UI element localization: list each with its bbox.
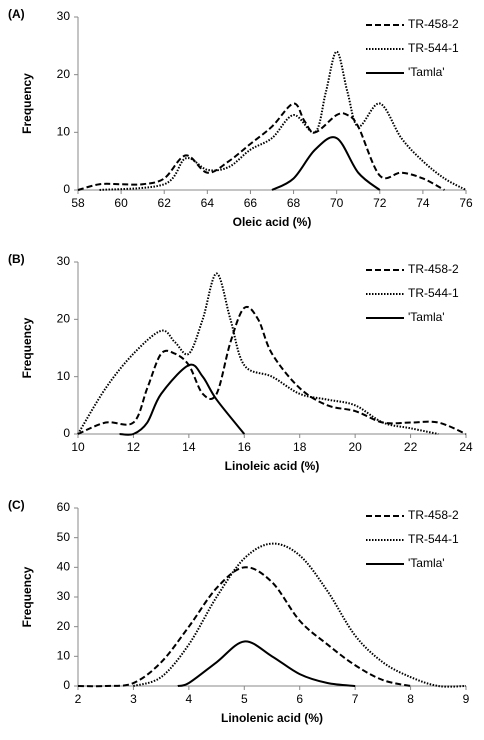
y-axis-label: Frequency <box>20 566 34 627</box>
x-tick-label: 14 <box>182 440 196 454</box>
y-tick-label: 30 <box>57 589 71 603</box>
series-line <box>77 566 411 688</box>
panel-label: (B) <box>8 252 25 266</box>
x-tick-label: 6 <box>296 692 303 706</box>
series-line <box>133 542 467 688</box>
y-tick-label: 10 <box>57 125 71 139</box>
y-tick-label: 20 <box>57 312 71 326</box>
x-tick-label: 68 <box>287 196 301 210</box>
legend-label: TR-544-1 <box>408 532 459 546</box>
legend-label: 'Tamla' <box>408 556 445 570</box>
legend-label: TR-458-2 <box>408 17 459 31</box>
x-tick-label: 74 <box>416 196 430 210</box>
series-line <box>271 136 381 191</box>
y-tick-label: 10 <box>57 369 71 383</box>
x-tick-label: 70 <box>330 196 344 210</box>
y-tick-label: 20 <box>57 67 71 81</box>
y-tick-label: 30 <box>57 254 71 268</box>
panel-label: (C) <box>8 498 25 512</box>
x-tick-label: 60 <box>114 196 128 210</box>
x-tick-label: 62 <box>158 196 172 210</box>
legend-label: TR-544-1 <box>408 41 459 55</box>
x-tick-label: 5 <box>241 692 248 706</box>
x-tick-label: 8 <box>407 692 414 706</box>
x-axis-label: Linolenic acid (%) <box>221 711 323 725</box>
legend-label: 'Tamla' <box>408 65 445 79</box>
panel-label: (A) <box>8 7 25 21</box>
x-tick-label: 64 <box>201 196 215 210</box>
x-tick-label: 22 <box>404 440 418 454</box>
x-axis-label: Linoleic acid (%) <box>225 459 320 473</box>
x-tick-label: 76 <box>459 196 473 210</box>
x-tick-label: 66 <box>244 196 258 210</box>
x-axis-label: Oleic acid (%) <box>233 215 312 229</box>
x-tick-label: 7 <box>352 692 359 706</box>
y-tick-label: 20 <box>57 619 71 633</box>
y-tick-label: 0 <box>63 678 70 692</box>
x-tick-label: 4 <box>186 692 193 706</box>
x-tick-label: 12 <box>127 440 141 454</box>
legend-label: TR-458-2 <box>408 508 459 522</box>
series-line <box>77 272 439 435</box>
series-line <box>77 102 445 191</box>
x-tick-label: 58 <box>71 196 85 210</box>
legend-label: TR-544-1 <box>408 286 459 300</box>
y-tick-label: 10 <box>57 649 71 663</box>
x-tick-label: 9 <box>463 692 470 706</box>
series-line <box>119 363 246 436</box>
legend-label: 'Tamla' <box>408 310 445 324</box>
y-tick-label: 0 <box>63 182 70 196</box>
series-line <box>99 50 467 191</box>
x-tick-label: 10 <box>71 440 85 454</box>
series-line <box>177 640 356 687</box>
x-tick-label: 2 <box>75 692 82 706</box>
x-tick-label: 24 <box>459 440 473 454</box>
series-line <box>77 305 467 435</box>
y-tick-label: 30 <box>57 9 71 23</box>
y-axis-label: Frequency <box>20 73 34 134</box>
legend-label: TR-458-2 <box>408 262 459 276</box>
x-tick-label: 72 <box>373 196 387 210</box>
x-tick-label: 16 <box>238 440 252 454</box>
y-tick-label: 0 <box>63 426 70 440</box>
x-tick-label: 20 <box>348 440 362 454</box>
y-tick-label: 50 <box>57 530 71 544</box>
y-tick-label: 60 <box>57 500 71 514</box>
x-tick-label: 18 <box>293 440 307 454</box>
x-tick-label: 3 <box>130 692 137 706</box>
y-tick-label: 40 <box>57 560 71 574</box>
y-axis-label: Frequency <box>20 317 34 378</box>
